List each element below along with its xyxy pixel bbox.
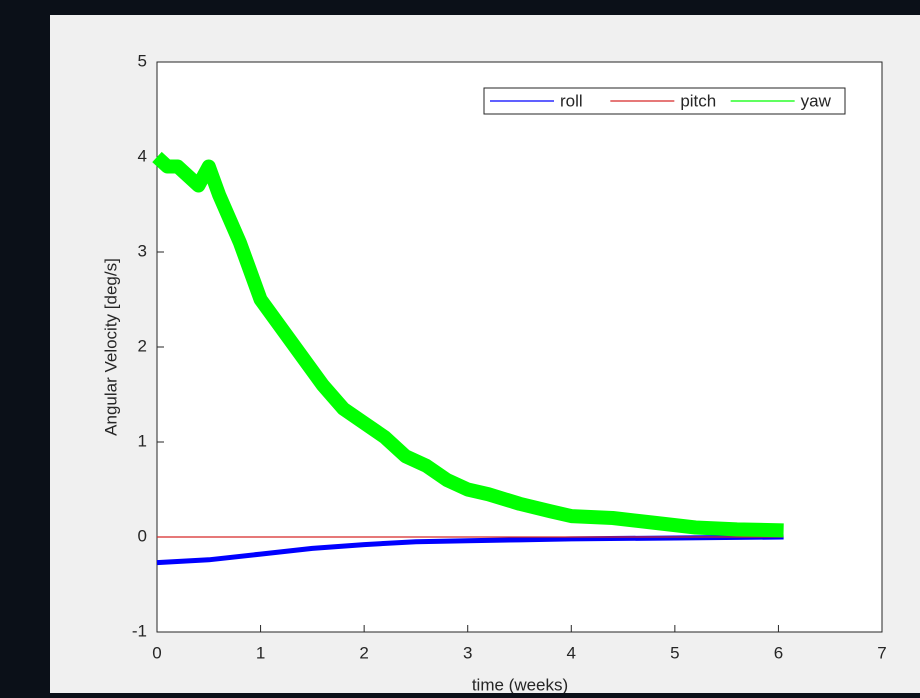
y-tick-label: 4 [138,146,147,165]
x-tick-label: 4 [567,643,576,662]
y-tick-label: 0 [138,526,147,545]
series-line [152,151,784,538]
x-axis-label: time (weeks) [472,675,568,693]
x-tick-label: 6 [774,643,783,662]
y-tick-label: 2 [138,336,147,355]
series-line [156,534,784,566]
x-tick-label: 0 [152,643,161,662]
y-tick-label: 1 [138,431,147,450]
x-tick-label: 7 [877,643,886,662]
y-tick-label: 3 [138,241,147,260]
y-axis-label: Angular Velocity [deg/s] [101,258,120,436]
x-tick-label: 3 [463,643,472,662]
x-tick-label: 2 [359,643,368,662]
legend-label: pitch [680,91,716,110]
axes [156,61,883,633]
y-tick-label: 5 [138,51,147,70]
legend-label: yaw [801,91,832,110]
x-tick-label: 1 [256,643,265,662]
x-tick-label: 5 [670,643,679,662]
y-tick-label: -1 [132,621,147,640]
legend-label: roll [560,91,583,110]
